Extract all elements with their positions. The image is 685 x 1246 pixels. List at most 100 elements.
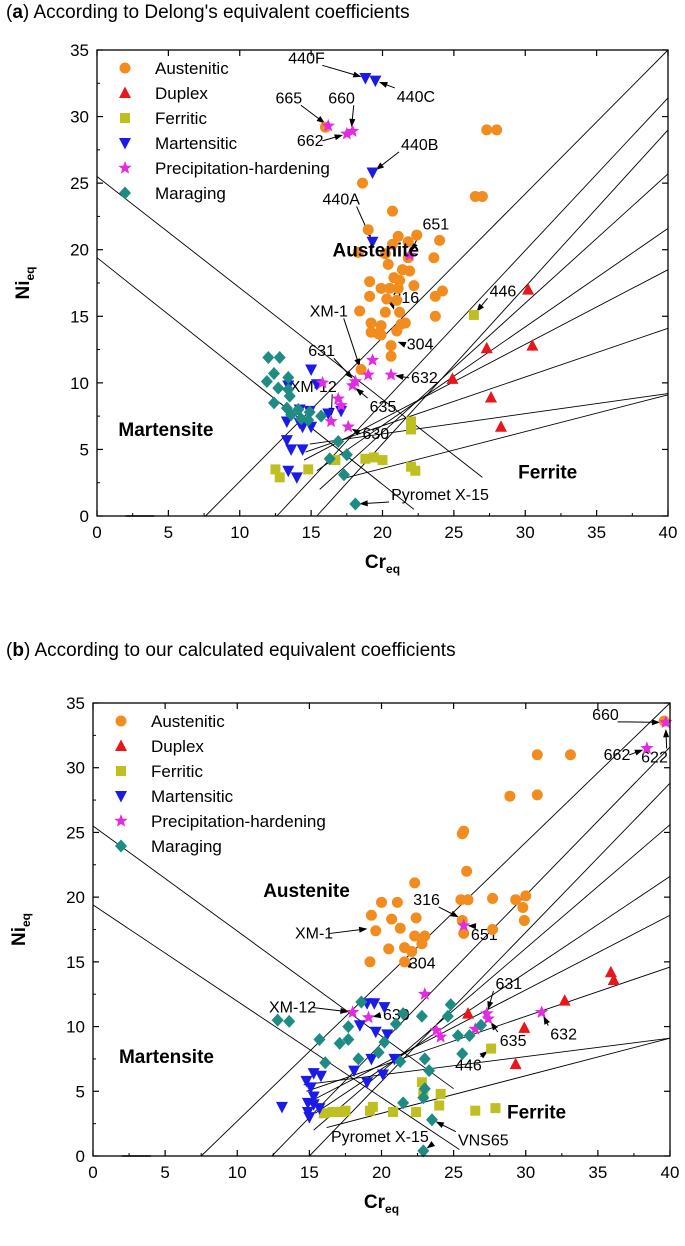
chart-a-legend-marker-4	[118, 161, 131, 174]
chart-a-annotation-arrowhead-4	[334, 134, 343, 140]
chart-b-annotation-arrowhead-2	[663, 729, 669, 737]
chart-a-point-4-7	[384, 368, 397, 381]
chart-b-point-5-9	[416, 1010, 428, 1023]
chart-a-point-2-7	[360, 454, 370, 464]
chart-b-point-5-26	[397, 1096, 409, 1109]
chart-b-point-0-17	[519, 915, 530, 926]
chart-a-legend-marker-1	[119, 87, 131, 99]
chart-b-point-5-3	[342, 1020, 354, 1033]
chart-b-legend-marker-5	[115, 840, 127, 853]
chart-b-point-0-12	[463, 894, 474, 905]
chart-b-legend-marker-4	[114, 814, 127, 827]
chart-b-legend-marker-1	[115, 740, 127, 752]
chart-b-annotation-label-13: Pyromet X-15	[331, 1129, 429, 1146]
chart-a-annotation-label-4: 662	[297, 133, 324, 150]
chart-b-point-0-10	[392, 897, 403, 908]
chart-a-legend-marker-5	[119, 187, 131, 200]
chart-b-boundary-line-2	[201, 703, 670, 1156]
chart-a-point-5-4	[261, 375, 273, 388]
chart-a-point-3-16	[285, 444, 297, 456]
chart-b-xtick-label-5: 25	[444, 1163, 463, 1182]
chart-a-xtick-label-0: 0	[92, 523, 101, 542]
chart-b-point-1-4	[510, 1058, 522, 1070]
chart-a-point-0-44	[477, 191, 488, 202]
chart-b-xtick-label-1: 5	[160, 1163, 169, 1182]
chart-b-annotation-label-3: 316	[413, 892, 440, 909]
chart-a-xtick-label-8: 40	[659, 523, 678, 542]
chart-a-ytick-label-5: 25	[70, 174, 89, 193]
chart-b-legend-label-2: Ferritic	[151, 762, 203, 781]
chart-b-annotation-label-11: 635	[500, 1033, 527, 1050]
chart-b-xtick-label-8: 40	[661, 1163, 680, 1182]
chart-b-point-3-3	[354, 1020, 366, 1032]
chart-a-point-5-5	[272, 382, 284, 395]
chart-b-point-2-10	[368, 1102, 378, 1112]
chart-a-legend-label-2: Ferritic	[155, 109, 207, 128]
chart-b-point-0-3	[532, 789, 543, 800]
chart-a-xtick-label-4: 20	[373, 523, 392, 542]
chart-b-annotation-label-14: VNS65	[458, 1133, 509, 1150]
chart-a-point-3-2	[367, 167, 379, 179]
chart-b-annotation-label-5: XM-1	[295, 926, 333, 943]
chart-a-legend-label-4: Precipitation-hardening	[155, 159, 330, 178]
chart-b-ytick-label-3: 15	[66, 953, 85, 972]
chart-a-legend-label-0: Austenitic	[155, 59, 229, 78]
chart-a-annotation-label-0: 440F	[288, 50, 325, 67]
chart-b-annotation-arrowhead-14	[436, 1122, 445, 1128]
chart-b-point-3-21	[276, 1102, 288, 1114]
chart-b-legend-label-4: Precipitation-hardening	[151, 812, 326, 831]
chart-b-point-1-2	[559, 994, 571, 1006]
chart-a-point-0-22	[408, 280, 419, 291]
chart-a-point-0-4	[387, 206, 398, 217]
chart-b-ytick-label-1: 5	[76, 1082, 85, 1101]
chart-a-annotation-label-10: XM-1	[310, 303, 348, 320]
chart-b-point-4-3	[418, 987, 431, 1000]
chart-a-point-0-29	[380, 307, 391, 318]
chart-b-ytick-label-7: 35	[66, 694, 85, 713]
chart-a-point-0-38	[376, 329, 387, 340]
chart-a-point-1-1	[526, 339, 538, 351]
chart-a-point-2-5	[303, 464, 313, 474]
chart-a-point-5-1	[274, 351, 286, 364]
chart-b-series-precipitation-hardening	[346, 715, 672, 1042]
chart-b-annotation-arrowhead-5	[359, 927, 368, 933]
chart-a-annotation-label-2: 665	[275, 90, 302, 107]
chart-b-point-3-4	[370, 1027, 382, 1039]
chart-b-point-5-25	[426, 1113, 438, 1126]
chart-b-point-0-15	[520, 890, 531, 901]
chart-a-point-0-41	[386, 351, 397, 362]
chart-b-point-0-33	[399, 956, 410, 967]
chart-b-point-0-16	[517, 902, 528, 913]
chart-b-xtick-label-6: 30	[516, 1163, 535, 1182]
chart-b-point-0-9	[376, 897, 387, 908]
chart-a-point-5-2	[268, 367, 280, 380]
chart-b-annotation-label-7: 631	[495, 976, 522, 993]
chart-a-point-0-31	[430, 311, 441, 322]
chart-b-annotation-arrowhead-10	[543, 1016, 549, 1025]
panel-a-letter: a	[12, 2, 23, 23]
chart-b-legend-marker-2	[116, 766, 126, 776]
chart-a-region-label-2: Ferrite	[518, 463, 577, 484]
chart-b-point-0-25	[395, 923, 406, 934]
chart-a-ytick-label-2: 10	[70, 374, 89, 393]
chart-b-annotation-label-8: XM-12	[269, 999, 316, 1016]
chart-b-point-5-17	[419, 1052, 431, 1065]
chart-b-point-2-11	[388, 1107, 398, 1117]
chart-b-point-0-19	[458, 928, 469, 939]
chart-b-point-0-23	[411, 912, 422, 923]
chart-b-region-label-0: Austenite	[263, 881, 350, 902]
chart-b-annotation-arrowhead-9	[372, 1012, 381, 1018]
panel-a-title-text: According to Delong's equivalent coeffic…	[33, 2, 409, 23]
chart-a-point-5-0	[262, 351, 274, 364]
chart-b-region-label-1: Martensite	[119, 1047, 214, 1068]
panel-b-title-text: According to our calculated equivalent c…	[35, 640, 456, 661]
chart-a-ytick-label-1: 5	[80, 440, 89, 459]
chart-b-point-2-0	[486, 1044, 496, 1054]
chart-a-point-3-1	[369, 76, 381, 88]
chart-b-point-0-21	[366, 910, 377, 921]
chart-a-legend-label-1: Duplex	[155, 84, 208, 103]
chart-a-point-0-16	[364, 276, 375, 287]
chart-b-legend-label-1: Duplex	[151, 737, 204, 756]
chart-b-ytick-label-5: 25	[66, 823, 85, 842]
